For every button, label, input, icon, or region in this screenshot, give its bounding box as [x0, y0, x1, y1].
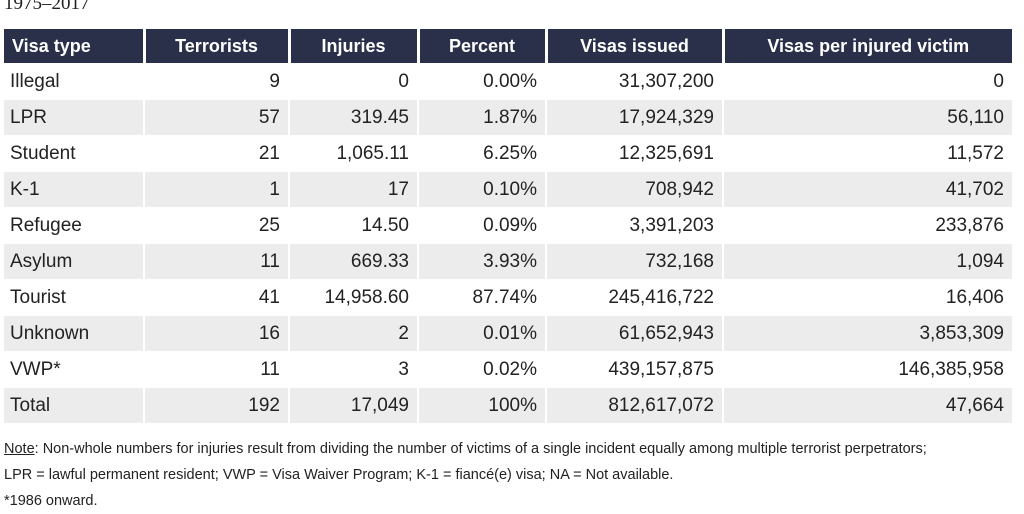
table-row: VWP* 11 3 0.02% 439,157,875 146,385,958	[4, 351, 1012, 388]
cell-terrorists: 1	[144, 171, 290, 208]
cell-injuries: 17	[289, 171, 419, 208]
note-label: Note	[4, 441, 35, 457]
note-text: : Non-whole numbers for injuries result …	[34, 441, 927, 457]
cell-visas-per-victim: 47,664	[723, 387, 1012, 424]
cell-visas-issued: 732,168	[546, 243, 724, 280]
cell-percent: 0.01%	[418, 315, 547, 352]
note-line: Note: Non-whole numbers for injuries res…	[4, 436, 1014, 462]
table-header-row: Visa type Terrorists Injuries Percent Vi…	[4, 29, 1012, 64]
cell-visas-per-victim: 11,572	[723, 135, 1012, 172]
visa-terrorism-table: Visa type Terrorists Injuries Percent Vi…	[4, 29, 1012, 424]
cell-percent: 6.25%	[418, 135, 547, 172]
table-total-row: Total 192 17,049 100% 812,617,072 47,664	[4, 387, 1012, 424]
cell-visa-type: Tourist	[4, 279, 145, 316]
table-row: Unknown 16 2 0.01% 61,652,943 3,853,309	[4, 315, 1012, 352]
cell-visas-issued: 31,307,200	[546, 63, 724, 100]
cell-visa-type: Student	[4, 135, 145, 172]
cell-injuries: 669.33	[289, 243, 419, 280]
cell-visas-issued: 12,325,691	[546, 135, 724, 172]
cell-visa-type: Asylum	[4, 243, 145, 280]
cell-visa-type: K-1	[4, 171, 145, 208]
cell-visas-per-victim: 0	[723, 63, 1012, 100]
cell-visas-issued: 245,416,722	[546, 279, 724, 316]
cell-percent: 3.93%	[418, 243, 547, 280]
cell-visas-issued: 3,391,203	[546, 207, 724, 244]
table-row: Illegal 9 0 0.00% 31,307,200 0	[4, 63, 1012, 100]
column-header-visas-issued: Visas issued	[546, 29, 725, 64]
cell-visa-type: VWP*	[4, 351, 145, 388]
table-row: LPR 57 319.45 1.87% 17,924,329 56,110	[4, 99, 1012, 136]
table-row: Refugee 25 14.50 0.09% 3,391,203 233,876	[4, 207, 1012, 244]
cell-visas-issued: 439,157,875	[546, 351, 724, 388]
table-row: K-1 1 17 0.10% 708,942 41,702	[4, 171, 1012, 208]
cell-percent: 0.00%	[418, 63, 547, 100]
cell-injuries: 14,958.60	[289, 279, 419, 316]
cell-terrorists: 25	[144, 207, 290, 244]
abbreviations-line: LPR = lawful permanent resident; VWP = V…	[4, 467, 674, 483]
cell-percent: 100%	[418, 387, 547, 424]
table-row: Student 21 1,065.11 6.25% 12,325,691 11,…	[4, 135, 1012, 172]
cell-visas-per-victim: 233,876	[723, 207, 1012, 244]
table-caption: 1975–2017	[4, 0, 90, 14]
cell-injuries: 17,049	[289, 387, 419, 424]
cell-injuries: 2	[289, 315, 419, 352]
cell-visas-issued: 61,652,943	[546, 315, 724, 352]
cell-percent: 0.09%	[418, 207, 547, 244]
cell-visa-type: Unknown	[4, 315, 145, 352]
cell-injuries: 319.45	[289, 99, 419, 136]
cell-visas-issued: 708,942	[546, 171, 724, 208]
cell-visa-type: Total	[4, 387, 145, 424]
cell-visa-type: Illegal	[4, 63, 145, 100]
cell-percent: 87.74%	[418, 279, 547, 316]
cell-terrorists: 21	[144, 135, 290, 172]
cell-percent: 1.87%	[418, 99, 547, 136]
cell-visa-type: Refugee	[4, 207, 145, 244]
cell-visas-per-victim: 3,853,309	[723, 315, 1012, 352]
cell-visas-per-victim: 1,094	[723, 243, 1012, 280]
cell-injuries: 3	[289, 351, 419, 388]
column-header-visas-per-injured-victim: Visas per injured victim	[723, 29, 1012, 64]
cell-injuries: 14.50	[289, 207, 419, 244]
column-header-injuries: Injuries	[289, 29, 420, 64]
cell-terrorists: 9	[144, 63, 290, 100]
column-header-visa-type: Visa type	[4, 29, 146, 64]
cell-terrorists: 16	[144, 315, 290, 352]
cell-visas-per-victim: 16,406	[723, 279, 1012, 316]
cell-terrorists: 57	[144, 99, 290, 136]
table-notes: Note: Non-whole numbers for injuries res…	[4, 436, 1014, 514]
cell-visas-per-victim: 41,702	[723, 171, 1012, 208]
table-row: Asylum 11 669.33 3.93% 732,168 1,094	[4, 243, 1012, 280]
cell-injuries: 1,065.11	[289, 135, 419, 172]
cell-visas-per-victim: 56,110	[723, 99, 1012, 136]
cell-visas-issued: 17,924,329	[546, 99, 724, 136]
column-header-percent: Percent	[418, 29, 548, 64]
cell-terrorists: 41	[144, 279, 290, 316]
cell-terrorists: 11	[144, 351, 290, 388]
column-header-terrorists: Terrorists	[144, 29, 291, 64]
cell-terrorists: 11	[144, 243, 290, 280]
cell-percent: 0.10%	[418, 171, 547, 208]
cell-terrorists: 192	[144, 387, 290, 424]
table-row: Tourist 41 14,958.60 87.74% 245,416,722 …	[4, 279, 1012, 316]
cell-visas-issued: 812,617,072	[546, 387, 724, 424]
cell-visa-type: LPR	[4, 99, 145, 136]
cell-visas-per-victim: 146,385,958	[723, 351, 1012, 388]
footnote-line: *1986 onward.	[4, 493, 98, 509]
cell-percent: 0.02%	[418, 351, 547, 388]
cell-injuries: 0	[289, 63, 419, 100]
